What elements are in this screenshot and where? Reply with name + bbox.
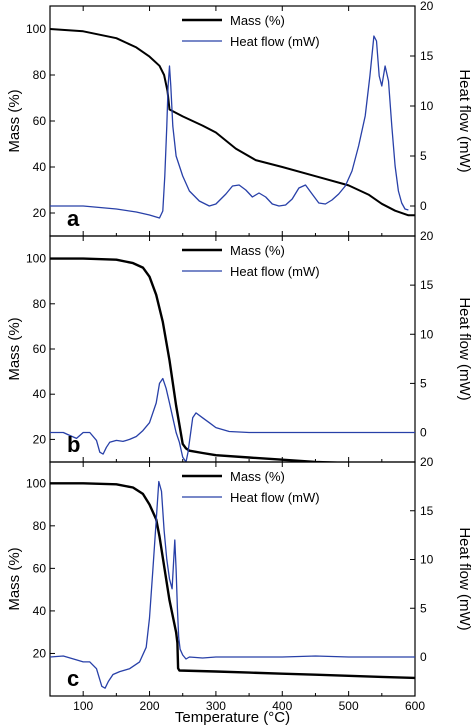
left-tick-label: 80 [33, 519, 47, 533]
legend-label-mass: Mass (%) [230, 13, 285, 28]
heat-flow-series-line [50, 35, 409, 219]
right-tick-label: 20 [420, 229, 434, 243]
right-tick-label: 15 [420, 49, 434, 63]
left-tick-label: 60 [33, 561, 47, 575]
right-tick-label: 0 [420, 650, 427, 664]
right-tick-label: 15 [420, 504, 434, 518]
right-tick-label: 20 [420, 0, 434, 13]
right-tick-label: 20 [420, 455, 434, 469]
y-axis-title-right: Heat flow (mW) [456, 297, 473, 400]
x-tick-label: 500 [339, 699, 359, 713]
mass-series-line [50, 482, 415, 680]
left-tick-label: 20 [33, 432, 47, 446]
legend-label-mass: Mass (%) [230, 469, 285, 484]
legend-label-heat-flow: Heat flow (mW) [230, 264, 320, 279]
x-tick-label: 300 [206, 699, 226, 713]
left-tick-label: 100 [26, 22, 46, 36]
legend-label-mass: Mass (%) [230, 243, 285, 258]
right-tick-label: 10 [420, 327, 434, 341]
left-tick-label: 40 [33, 604, 47, 618]
legend-label-heat-flow: Heat flow (mW) [230, 34, 320, 49]
right-tick-label: 0 [420, 199, 427, 213]
left-tick-label: 80 [33, 297, 47, 311]
heat-flow-series-line [50, 480, 415, 689]
plot-frame [49, 461, 416, 697]
left-tick-label: 100 [26, 476, 46, 490]
right-tick-label: 5 [420, 149, 427, 163]
left-tick-label: 20 [33, 646, 47, 660]
right-tick-label: 0 [420, 426, 427, 440]
x-tick-label: 400 [272, 699, 292, 713]
panel-label: c [67, 666, 79, 691]
x-axis-title: Temperature (°C) [175, 709, 290, 726]
left-tick-label: 40 [33, 160, 47, 174]
x-tick-label: 200 [140, 699, 160, 713]
y-axis-title-right: Heat flow (mW) [456, 69, 473, 172]
left-tick-label: 100 [26, 252, 46, 266]
legend-label-heat-flow: Heat flow (mW) [230, 490, 320, 505]
panel-label: a [67, 206, 80, 231]
right-tick-label: 10 [420, 99, 434, 113]
panel-label: b [67, 432, 80, 457]
right-tick-label: 10 [420, 553, 434, 567]
x-tick-label: 600 [405, 699, 425, 713]
left-tick-label: 80 [33, 68, 47, 82]
right-tick-label: 5 [420, 376, 427, 390]
left-tick-label: 40 [33, 387, 47, 401]
y-axis-title-left: Mass (%) [6, 89, 23, 152]
right-tick-label: 5 [420, 601, 427, 615]
right-tick-label: 15 [420, 278, 434, 292]
y-axis-title-left: Mass (%) [6, 547, 23, 610]
left-tick-label: 20 [33, 206, 47, 220]
y-axis-title-left: Mass (%) [6, 317, 23, 380]
left-tick-label: 60 [33, 114, 47, 128]
y-axis-title-right: Heat flow (mW) [456, 527, 473, 630]
mass-series-line [50, 257, 352, 462]
mass-series-line [50, 28, 415, 217]
left-tick-label: 60 [33, 342, 47, 356]
x-tick-label: 100 [73, 699, 93, 713]
heat-flow-series-line [50, 377, 415, 462]
